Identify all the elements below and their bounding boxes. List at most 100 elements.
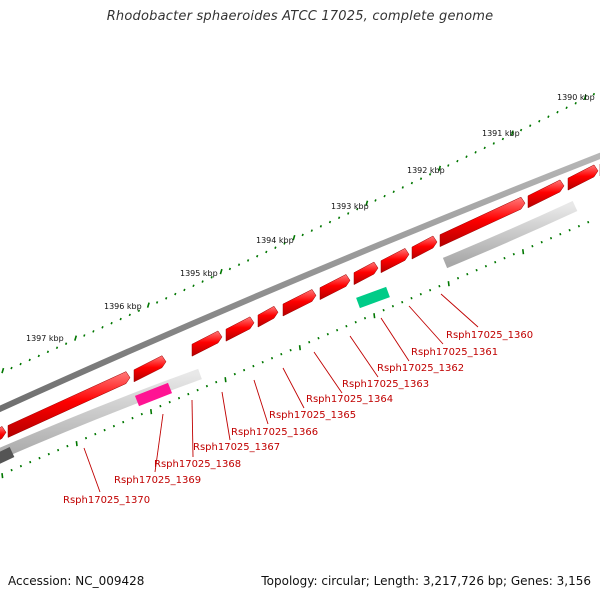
scale-tick (119, 317, 122, 321)
scale-tick (219, 268, 223, 275)
scale-tick (447, 281, 450, 287)
scale-tick (547, 115, 550, 119)
scale-tick (587, 220, 590, 224)
scale-label-1390: 1390 kbp (557, 93, 595, 102)
genome-summary-text: Topology: circular; Length: 3,217,726 bp… (261, 574, 591, 588)
scale-tick (494, 260, 497, 264)
forward-gene-track (0, 163, 600, 440)
scale-tick (301, 233, 304, 237)
scale-tick (57, 448, 60, 452)
scale-tick (228, 267, 232, 271)
scale-tick (55, 346, 59, 350)
scale-tick (155, 301, 159, 304)
gene-label-1367: Rsph17025_1367 (193, 442, 280, 453)
scale-tick (283, 242, 286, 245)
scale-tick (466, 272, 469, 276)
scale-tick (317, 336, 320, 340)
gene-arrow (257, 305, 279, 328)
scale-tick (243, 368, 246, 372)
leader-line (253, 379, 269, 425)
scale-label-1393: 1393 kbp (331, 202, 369, 211)
scale-tick (577, 224, 580, 228)
gene-arrow (319, 274, 351, 301)
scale-tick (298, 345, 301, 351)
scale-tick (83, 334, 86, 337)
scale-tick (410, 296, 413, 300)
leader-line (282, 367, 305, 409)
scale-tick (210, 276, 213, 279)
scale-tick (391, 304, 394, 308)
scale-tick (592, 92, 596, 96)
scale-tick (168, 400, 171, 404)
scale-tick (326, 332, 329, 336)
genome-backbone (0, 152, 600, 413)
scale-tick (456, 276, 460, 280)
scale-tick (568, 228, 571, 232)
scale-tick (256, 254, 259, 258)
scale-tick (447, 164, 450, 167)
scale-tick (1, 473, 4, 479)
scale-tick (559, 232, 562, 236)
scale-label-1396: 1396 kbp (104, 302, 142, 311)
reverse-gene-track (0, 201, 578, 464)
scale-tick (66, 444, 69, 448)
scale-tick (237, 263, 241, 266)
scale-tick (94, 432, 97, 436)
leader-line (83, 447, 101, 493)
scale-tick (540, 240, 543, 244)
leader-line (313, 351, 343, 394)
scale-tick (75, 441, 78, 447)
scale-tick (280, 352, 283, 356)
scale-tick (224, 377, 227, 383)
scale-tick (419, 292, 422, 296)
gene-block-magenta (134, 382, 173, 407)
kbp-scale-labels: 1390 kbp 1391 kbp 1392 kbp 1393 kbp 1394… (26, 93, 595, 343)
gene-label-1365: Rsph17025_1365 (269, 410, 356, 421)
gene-block-gray-right (442, 201, 578, 269)
scale-tick (503, 256, 506, 260)
gene-arrow (282, 289, 317, 317)
scale-tick (38, 456, 41, 460)
gene-arrow (225, 316, 255, 342)
scale-tick (122, 420, 125, 424)
scale-tick (401, 186, 404, 189)
scale-tick (475, 268, 478, 272)
inner-scale-ticks (1, 220, 590, 479)
scale-label-1395: 1395 kbp (180, 269, 218, 278)
scale-tick (345, 324, 348, 328)
scale-tick (574, 101, 577, 105)
gene-label-1368: Rsph17025_1368 (154, 459, 241, 470)
scale-label-1392: 1392 kbp (407, 166, 445, 175)
gene-label-leaders (83, 293, 479, 493)
scale-tick (365, 200, 369, 207)
scale-tick (429, 288, 432, 292)
gene-arrow (191, 330, 223, 357)
scale-tick (529, 124, 532, 127)
gene-arrow (527, 179, 565, 209)
scale-tick (19, 464, 22, 468)
scale-label-1394: 1394 kbp (256, 236, 294, 245)
scale-tick (29, 460, 32, 464)
scale-tick (328, 220, 332, 224)
leader-line (221, 391, 231, 441)
scale-tick (183, 288, 186, 292)
scale-tick (428, 172, 432, 176)
scale-label-1391: 1391 kbp (482, 129, 520, 138)
gene-arrow (411, 235, 438, 260)
scale-tick (356, 207, 359, 211)
scale-tick (336, 328, 339, 332)
scale-tick (392, 190, 395, 194)
gene-label-1366: Rsph17025_1366 (231, 427, 318, 438)
scale-tick (252, 364, 255, 368)
scale-tick (465, 155, 468, 159)
scale-tick (270, 356, 274, 360)
gene-arrow (7, 371, 131, 438)
gene-label-1360: Rsph17025_1360 (446, 330, 533, 341)
gene-arrow (380, 248, 410, 274)
scale-tick (196, 388, 199, 392)
gene-label-1361: Rsph17025_1361 (411, 347, 498, 358)
map-title: Rhodobacter sphaeroides ATCC 17025, comp… (106, 9, 494, 24)
scale-tick (159, 404, 162, 408)
scale-tick (289, 348, 292, 352)
